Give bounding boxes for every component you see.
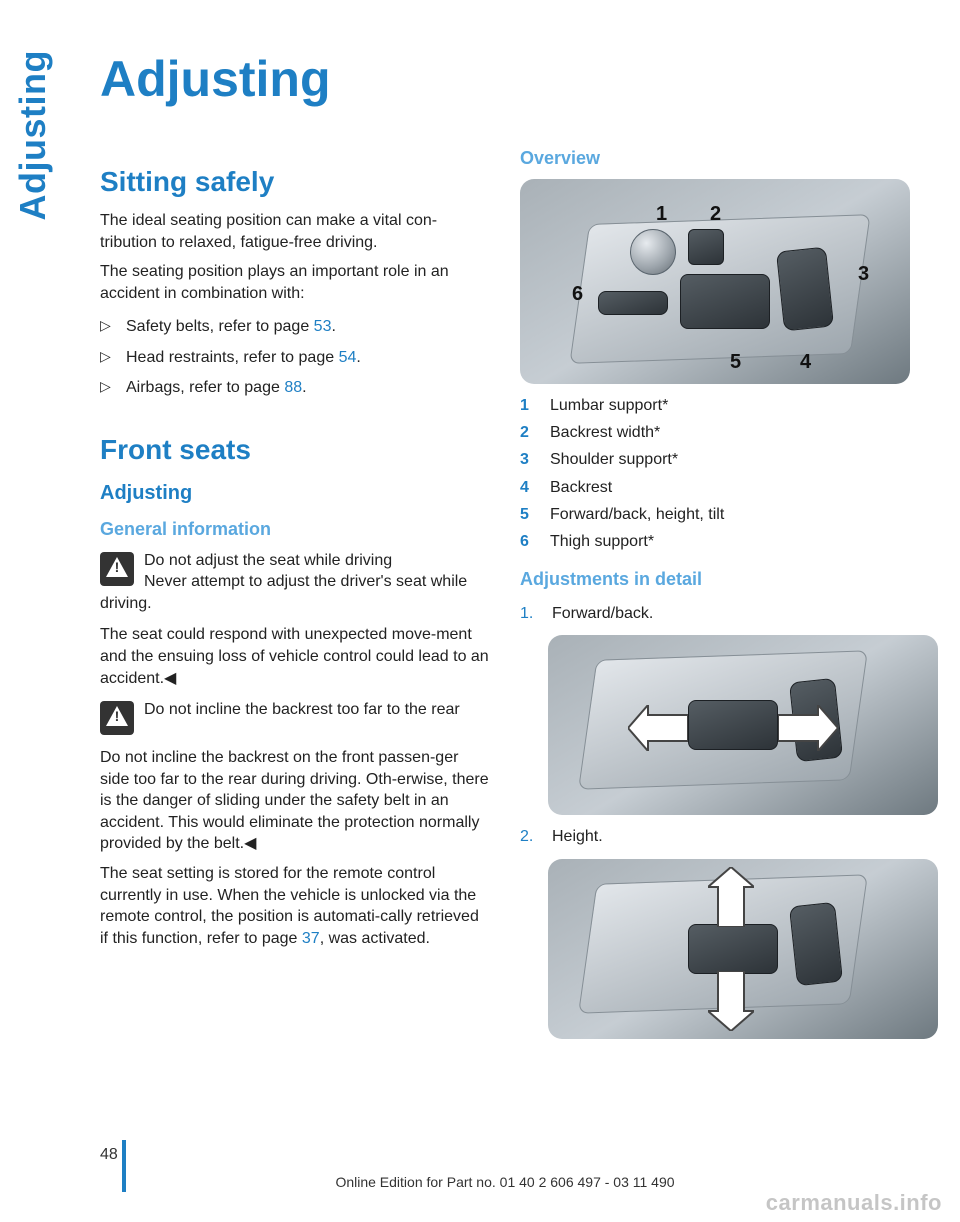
figure-button — [598, 291, 668, 315]
paragraph: The seating position plays an important … — [100, 261, 490, 304]
list-text: . — [302, 379, 306, 396]
heading-adjustments-in-detail: Adjustments in detail — [520, 569, 910, 590]
paragraph: The ideal seating position can make a vi… — [100, 210, 490, 253]
list-item: 3 Shoulder support* — [520, 446, 910, 473]
warning-icon — [100, 552, 134, 586]
overview-list: 1 Lumbar support* 2 Backrest width* 3 Shoul… — [520, 392, 910, 555]
figure-button — [688, 229, 724, 265]
page-number: 48 — [100, 1146, 118, 1164]
callout-3: 3 — [858, 263, 869, 286]
warning-text: Do not adjust the seat while driving — [100, 550, 490, 572]
columns: Sitting safely The ideal seating positio… — [100, 148, 910, 1047]
paragraph: The seat setting is stored for the remot… — [100, 863, 490, 949]
paragraph: The seat could respond with unexpected m… — [100, 624, 490, 689]
item-text: Shoulder support* — [550, 446, 678, 473]
callout-4: 4 — [800, 351, 811, 374]
list-item: Head restraints, refer to page 54. — [100, 343, 490, 373]
warning-block: Do not incline the backrest too far to t… — [100, 699, 490, 737]
list-item: Airbags, refer to page 88. — [100, 373, 490, 403]
arrow-left-icon — [628, 705, 688, 751]
figure-button — [688, 700, 778, 750]
watermark: carmanuals.info — [766, 1190, 942, 1216]
bullet-list: Safety belts, refer to page 53. Head res… — [100, 312, 490, 403]
figure-height — [548, 859, 938, 1039]
item-number: 6 — [520, 528, 538, 555]
item-number: 2 — [520, 419, 538, 446]
page-ref-link[interactable]: 54 — [339, 349, 357, 366]
list-text: Head restraints, refer to page — [126, 349, 339, 366]
list-item: 2 Backrest width* — [520, 419, 910, 446]
list-item: 2. Height. — [520, 823, 910, 850]
list-item: 5 Forward/back, height, tilt — [520, 501, 910, 528]
list-text: . — [331, 318, 335, 335]
callout-1: 1 — [656, 203, 667, 226]
warning-text: Do not incline the backrest too far to t… — [100, 699, 490, 721]
heading-adjusting: Adjusting — [100, 482, 490, 505]
heading-general-information: General information — [100, 519, 490, 540]
page-ref-link[interactable]: 37 — [302, 930, 320, 947]
item-text: Lumbar support* — [550, 392, 668, 419]
figure-button — [688, 924, 778, 974]
page: Adjusting Adjusting Sitting safely The i… — [0, 0, 960, 1222]
item-text: Thigh support* — [550, 528, 654, 555]
page-ref-link[interactable]: 53 — [314, 318, 332, 335]
item-number: 1 — [520, 392, 538, 419]
online-edition-text: Online Edition for Part no. 01 40 2 606 … — [100, 1174, 910, 1190]
paragraph: Do not incline the backrest on the front… — [100, 747, 490, 855]
warning-text: Never attempt to adjust the driver's sea… — [100, 571, 490, 614]
item-number: 3 — [520, 446, 538, 473]
warning-block: Do not adjust the seat while driving Nev… — [100, 550, 490, 615]
figure-button — [680, 274, 770, 329]
list-item: 1 Lumbar support* — [520, 392, 910, 419]
callout-2: 2 — [710, 203, 721, 226]
callout-5: 5 — [730, 351, 741, 374]
list-text: Safety belts, refer to page — [126, 318, 314, 335]
page-ref-link[interactable]: 88 — [284, 379, 302, 396]
detail-step-2: 2. Height. — [520, 823, 910, 850]
list-text: Airbags, refer to page — [126, 379, 284, 396]
item-number: 2. — [520, 823, 540, 850]
arrow-down-icon — [708, 971, 754, 1031]
item-number: 5 — [520, 501, 538, 528]
item-text: Height. — [552, 823, 603, 850]
detail-step-1: 1. Forward/back. — [520, 600, 910, 627]
heading-overview: Overview — [520, 148, 910, 169]
figure-button — [789, 901, 843, 985]
warning-icon — [100, 701, 134, 735]
item-number: 1. — [520, 600, 540, 627]
item-number: 4 — [520, 474, 538, 501]
heading-sitting-safely: Sitting safely — [100, 166, 490, 198]
figure-forward-back — [548, 635, 938, 815]
page-title: Adjusting — [100, 50, 910, 108]
side-tab: Adjusting — [12, 50, 54, 220]
list-item: 6 Thigh support* — [520, 528, 910, 555]
callout-6: 6 — [572, 283, 583, 306]
arrow-right-icon — [778, 705, 838, 751]
figure-overview: 1 2 3 4 5 6 — [520, 179, 910, 384]
list-item: 1. Forward/back. — [520, 600, 910, 627]
left-column: Sitting safely The ideal seating positio… — [100, 148, 490, 1047]
arrow-up-icon — [708, 867, 754, 927]
list-text: . — [356, 349, 360, 366]
figure-knob — [630, 229, 676, 275]
list-item: 4 Backrest — [520, 474, 910, 501]
item-text: Forward/back, height, tilt — [550, 501, 724, 528]
list-item: Safety belts, refer to page 53. — [100, 312, 490, 342]
right-column: Overview 1 2 3 4 5 6 — [520, 148, 910, 1047]
item-text: Forward/back. — [552, 600, 653, 627]
item-text: Backrest — [550, 474, 612, 501]
item-text: Backrest width* — [550, 419, 660, 446]
heading-front-seats: Front seats — [100, 434, 490, 466]
paragraph-text: , was activated. — [320, 930, 430, 947]
figure-button — [776, 247, 834, 332]
